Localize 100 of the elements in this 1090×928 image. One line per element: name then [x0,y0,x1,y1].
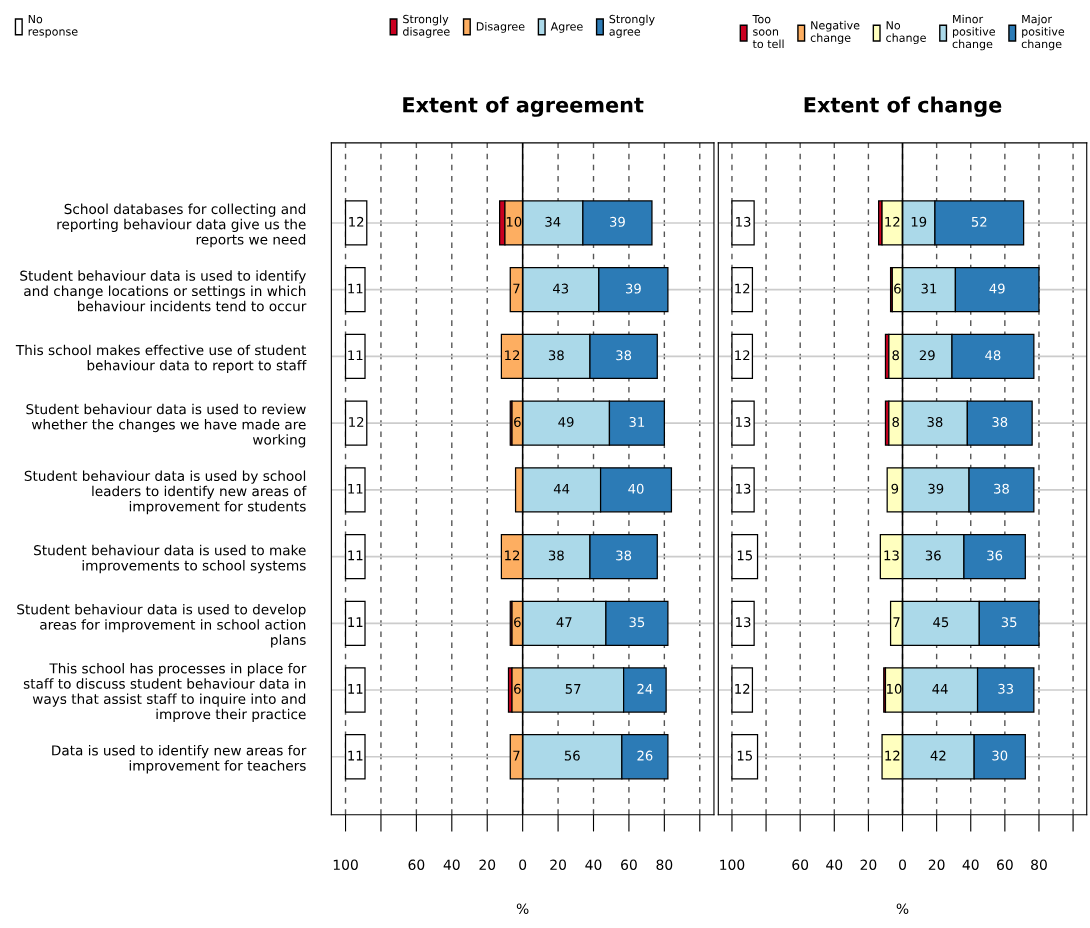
data-label: 11 [348,550,363,561]
legend-label: Strongly disagree [403,14,450,38]
y-tick-label: School databases for collecting and reporting behaviour data give us the reports we need [57,203,306,248]
x-tick-label: 40 [826,859,843,870]
data-label: 15 [737,750,752,761]
x-tick-label: 20 [860,859,877,870]
data-label: 44 [932,684,948,694]
x-tick-label: 100 [333,859,358,870]
chart-title: Extent of change [804,96,1002,117]
data-label: 9 [891,483,899,494]
data-label: 49 [989,283,1005,294]
chart-title: Extent of agreement [403,96,644,117]
data-label: 12 [349,216,364,227]
data-label: 8 [892,350,899,361]
data-label: 6 [894,283,901,294]
data-label: 40 [628,483,644,494]
data-label: 31 [629,416,645,427]
legend-label: Minor positive change [952,14,995,51]
x-tick-label: 60 [792,859,809,870]
data-label: 12 [735,683,750,694]
data-label: 38 [548,350,564,361]
data-label: 12 [735,283,750,294]
data-label: 35 [629,617,645,628]
y-tick-label: Data is used to identify new areas for improvement for teachers [52,744,307,774]
data-label: 10 [506,216,522,227]
data-label: 13 [884,550,899,561]
data-label: 36 [987,550,1003,561]
legend-label: Major positive change [1021,14,1065,51]
data-label: 34 [545,216,561,227]
data-label: 35 [1001,617,1017,628]
data-label: 38 [548,550,564,561]
data-label: 6 [514,416,521,427]
data-label: 13 [736,483,751,494]
data-label: 7 [893,617,900,627]
x-tick-label: 60 [408,859,425,870]
data-label: 43 [552,283,569,294]
data-label: 38 [927,416,943,427]
x-tick-label: 20 [479,859,496,870]
x-tick-label: 0 [519,859,527,870]
legend-label: Too soon to tell [752,14,784,49]
data-label: 57 [565,684,581,694]
data-label: 45 [933,617,949,628]
data-label: 47 [556,617,572,627]
legend-label: Agree [550,22,583,33]
data-label: 39 [625,283,641,294]
data-label: 12 [885,750,900,761]
x-tick-label: 40 [585,859,602,870]
y-tick-label: Student behaviour data is used to make improvements to school systems [34,544,306,574]
data-label: 44 [553,483,570,494]
data-label: 6 [514,617,521,628]
data-label: 12 [885,216,900,227]
data-label: 12 [505,550,520,561]
legend-label: No response [28,14,78,38]
data-label: 33 [998,683,1014,694]
x-axis-title: % [896,903,909,914]
x-tick-label: 80 [1031,859,1047,870]
data-label: 12 [505,350,520,361]
data-label: 31 [921,283,937,294]
data-label: 11 [348,283,363,294]
data-label: 10 [887,683,902,694]
y-tick-label: This school makes effective use of student behaviour data to report to staff [15,344,307,374]
data-label: 38 [616,350,632,361]
legend-label: Disagree [476,22,525,33]
data-label: 38 [992,416,1008,427]
y-tick-label: This school has processes in place for staff to discuss student behaviour data in ways that assist staff to inquire into and improve their practice [23,663,307,722]
data-label: 42 [930,750,946,761]
data-label: 30 [992,750,1008,761]
data-label: 24 [637,683,653,694]
x-axis-title: % [516,903,529,914]
data-label: 12 [735,350,750,361]
data-label: 11 [348,617,363,627]
data-label: 52 [971,216,987,227]
data-label: 38 [616,550,632,561]
data-label: 11 [348,350,363,361]
data-label: 11 [348,483,363,494]
x-tick-label: 40 [443,859,460,870]
data-label: 11 [348,684,363,694]
data-label: 19 [911,216,927,227]
y-tick-label: Student behaviour data is used to review whether the changes we have made are working [26,403,306,448]
x-tick-label: 80 [656,859,673,870]
data-label: 11 [348,750,363,761]
data-label: 7 [513,750,520,761]
x-tick-label: 40 [962,859,979,870]
x-tick-label: 60 [996,859,1013,870]
legend-label: Strongly agree [609,14,655,38]
data-label: 36 [925,550,941,561]
data-label: 13 [736,617,751,628]
x-tick-label: 60 [621,859,637,870]
data-label: 13 [736,416,751,427]
x-tick-label: 20 [550,859,566,870]
data-label: 39 [928,483,944,494]
data-label: 39 [610,216,625,227]
y-tick-label: Student behaviour data is used by school leaders to identify new areas of improvement for students [24,470,307,515]
data-label: 7 [513,283,520,294]
legend-label: Negative change [810,20,860,45]
data-label: 48 [985,350,1001,361]
data-label: 29 [919,350,935,361]
data-label: 38 [994,483,1009,494]
data-label: 49 [558,416,574,427]
x-tick-label: 100 [720,859,745,870]
